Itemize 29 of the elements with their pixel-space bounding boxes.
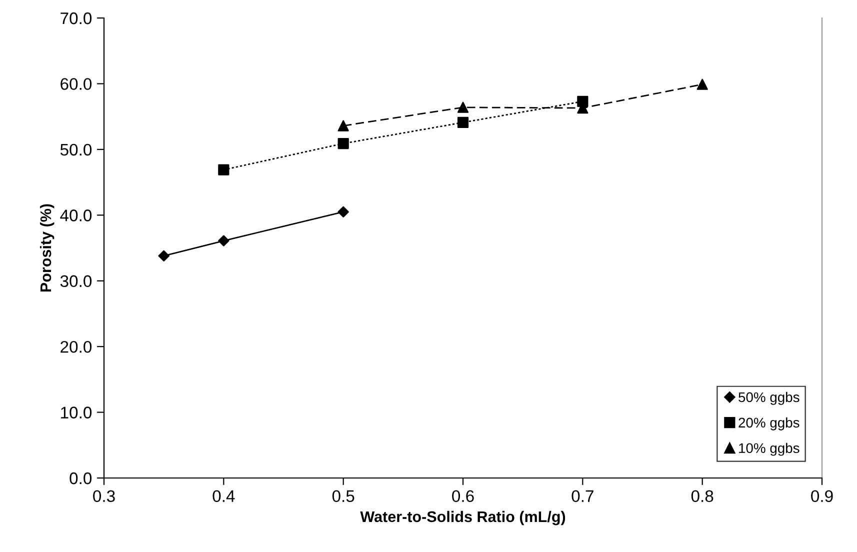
y-tick-label: 50.0 [60, 144, 92, 156]
x-tick-label: 0.3 [93, 490, 115, 502]
x-tick-label: 0.6 [452, 490, 474, 502]
x-tick-label: 0.9 [811, 490, 833, 502]
point [338, 120, 349, 132]
x-axis-title: Water-to-Solids Ratio (mL/g) [360, 510, 566, 526]
y-tick-label: 40.0 [60, 210, 92, 222]
point [158, 250, 170, 262]
point [218, 235, 230, 246]
point [218, 164, 230, 176]
point [457, 116, 469, 128]
legend-label: 10% ggbs [739, 442, 800, 456]
y-tick-label: 30.0 [60, 275, 92, 288]
y-axis-title: Porosity (%) [40, 204, 54, 292]
x-tick-label: 0.4 [212, 490, 235, 502]
point [338, 138, 349, 150]
y-tick-label: 20.0 [60, 340, 92, 353]
y-tick-label: 70.0 [60, 12, 92, 24]
legend-label: 20% ggbs [738, 417, 800, 430]
point [338, 206, 349, 218]
y-tick-label: 0.0 [70, 472, 92, 484]
x-tick-label: 0.5 [332, 490, 354, 502]
legend-label: 50% ggbs [738, 392, 800, 405]
x-tick-label: 0.8 [691, 490, 714, 502]
x-tick-label: 0.7 [572, 490, 594, 502]
y-tick-label: 10.0 [61, 406, 92, 418]
point [696, 78, 708, 90]
point [457, 102, 469, 113]
y-tick-label: 60.0 [60, 78, 92, 90]
